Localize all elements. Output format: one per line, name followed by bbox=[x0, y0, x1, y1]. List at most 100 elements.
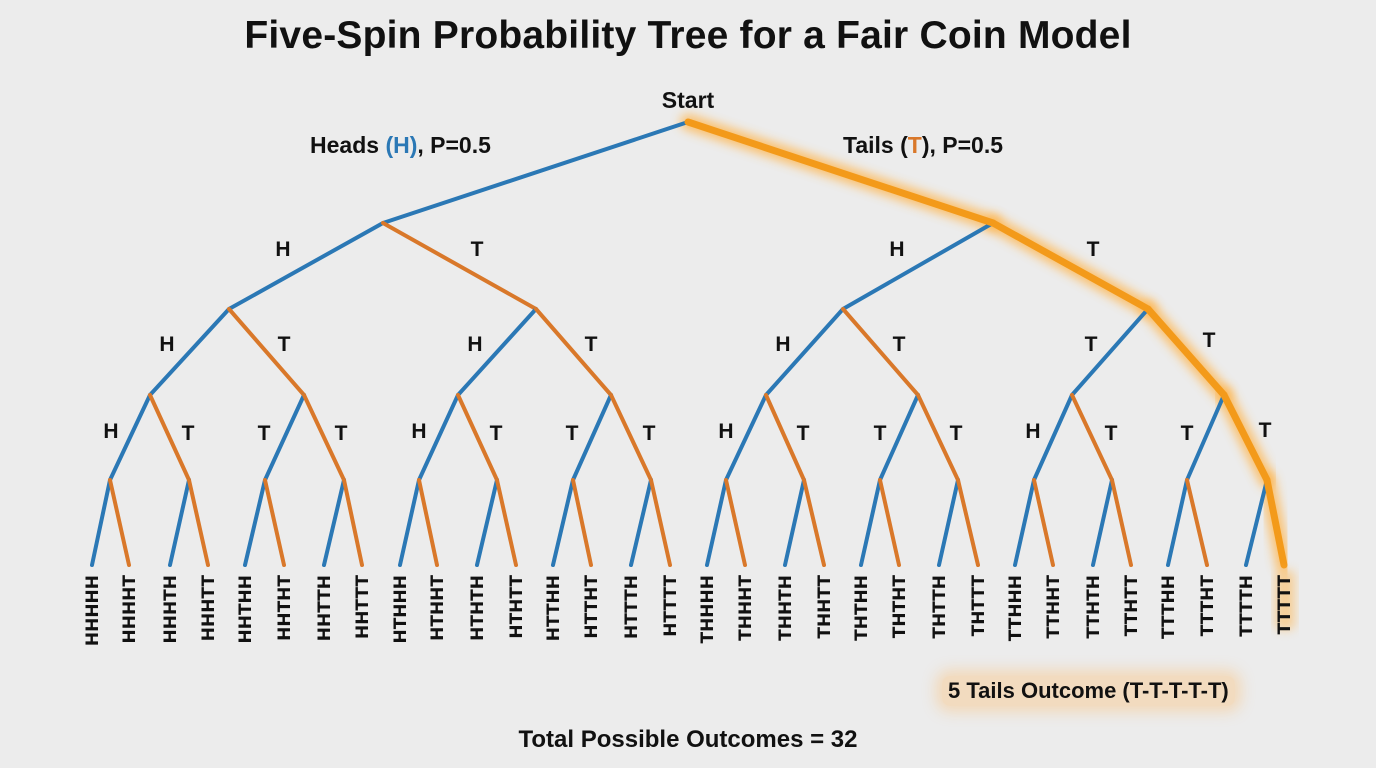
tails-edge bbox=[609, 393, 653, 482]
heads-edge bbox=[1013, 478, 1036, 567]
heads-edge bbox=[878, 393, 920, 482]
outcome-leaf: HHHTH bbox=[161, 575, 181, 644]
outcome-leaf: HHHHH bbox=[83, 575, 103, 646]
heads-edge bbox=[783, 478, 806, 567]
tails-edge bbox=[841, 307, 920, 397]
outcome-leaf: HHHTT bbox=[199, 575, 219, 642]
outcome-leaf: TTHTT bbox=[1122, 575, 1142, 637]
heads-edge bbox=[937, 478, 960, 567]
outcome-leaf: THTTH bbox=[930, 575, 950, 639]
outcome-leaf: THTHT bbox=[890, 575, 910, 639]
outcome-leaf: THTTT bbox=[969, 575, 989, 637]
heads-edge bbox=[1166, 478, 1189, 567]
heads-edge bbox=[381, 120, 690, 225]
tails-edge bbox=[802, 478, 826, 567]
heads-edge bbox=[841, 221, 995, 311]
tails-edge bbox=[571, 478, 593, 567]
tree-edges bbox=[90, 120, 1286, 567]
branch-label: H bbox=[889, 238, 904, 261]
heads-edge bbox=[90, 478, 112, 567]
highlighted-outcome-label: 5 Tails Outcome (T-T-T-T-T) bbox=[942, 676, 1235, 706]
branch-label: T bbox=[874, 422, 887, 445]
tails-edge bbox=[724, 478, 747, 567]
heads-edge bbox=[571, 393, 613, 482]
tails-edge bbox=[417, 478, 439, 567]
tails-edge bbox=[1032, 478, 1055, 567]
outcome-leaf: HTHTT bbox=[507, 575, 527, 639]
outcome-leaf: HHTHT bbox=[275, 575, 295, 641]
branch-label: T bbox=[643, 422, 656, 445]
branch-label: T bbox=[1087, 238, 1100, 261]
outcome-leaf: TTTTT bbox=[1275, 575, 1295, 635]
branch-label: T bbox=[566, 422, 579, 445]
tails-edge bbox=[456, 393, 499, 482]
heads-edge bbox=[1091, 478, 1114, 567]
tails-edge bbox=[878, 478, 901, 567]
outcome-leaf: TTTHT bbox=[1198, 575, 1218, 637]
branch-label: H bbox=[275, 238, 290, 261]
branch-label: H bbox=[1025, 420, 1040, 443]
outcome-leaf: THHTT bbox=[815, 575, 835, 639]
outcome-leaf: THTHH bbox=[852, 575, 872, 641]
heads-edge bbox=[1185, 393, 1226, 482]
outcome-leaf: HTTTT bbox=[661, 575, 681, 637]
branch-label: T bbox=[1085, 333, 1098, 356]
branch-label: T bbox=[950, 422, 963, 445]
branch-label: T bbox=[1181, 422, 1194, 445]
outcome-leaf: HHHHT bbox=[120, 575, 140, 644]
outcome-leaf: TTHHH bbox=[1006, 575, 1026, 641]
diagram-title: Five-Spin Probability Tree for a Fair Co… bbox=[244, 14, 1132, 57]
outcome-leaf: HHTTH bbox=[315, 575, 335, 641]
tails-edge bbox=[381, 221, 538, 311]
heads-edge bbox=[859, 478, 882, 567]
heads-edge bbox=[551, 478, 575, 567]
outcome-labels: HHHHH HHHHT HHHTH HHHTT HHTHH HHTHT HHTTH HHTTT… bbox=[83, 570, 1295, 646]
outcome-leaf: HTHHT bbox=[428, 575, 448, 641]
tails-edge bbox=[302, 393, 346, 482]
root-label: Start bbox=[662, 87, 715, 113]
heads-edge bbox=[1070, 307, 1150, 397]
heads-edge bbox=[227, 221, 385, 311]
heads-symbol: (H) bbox=[385, 132, 417, 158]
heads-edge bbox=[398, 478, 421, 567]
branch-label: H bbox=[103, 420, 118, 443]
outcome-leaf: TTHHT bbox=[1044, 575, 1064, 639]
heads-edge bbox=[764, 307, 845, 397]
outcome-leaf: HHTTT bbox=[353, 575, 373, 639]
heads-edge bbox=[724, 393, 768, 482]
heads-edge bbox=[168, 478, 191, 567]
heads-edge bbox=[322, 478, 346, 567]
tails-edge bbox=[1185, 478, 1209, 567]
heads-edge bbox=[456, 307, 538, 397]
tails-edge bbox=[495, 478, 518, 567]
branch-label: H bbox=[411, 420, 426, 443]
branch-label: T bbox=[893, 333, 906, 356]
branch-label: T bbox=[335, 422, 348, 445]
outcome-leaf: THHHT bbox=[736, 575, 756, 641]
tails-edge bbox=[148, 393, 191, 482]
outcome-leaf: TTTHH bbox=[1159, 575, 1179, 639]
branch-labels: H T H T H T H T H T T T H T T T H T T T H T T T H T T T bbox=[103, 238, 1271, 445]
branch-label: T bbox=[1203, 329, 1216, 352]
tails-edge bbox=[1110, 478, 1133, 567]
outcome-leaf: THHTH bbox=[776, 575, 796, 641]
tails-edge bbox=[263, 478, 286, 567]
tails-edge bbox=[764, 393, 806, 482]
heads-edge bbox=[705, 478, 728, 567]
heads-edge bbox=[1032, 393, 1074, 482]
heads-branch-label: Heads (H), P=0.5 bbox=[310, 132, 491, 158]
tails-edge bbox=[108, 478, 131, 567]
outcome-leaf: HTTHT bbox=[582, 575, 602, 639]
tails-branch-label: Tails (T), P=0.5 bbox=[843, 132, 1003, 158]
outcome-leaf: HTHTH bbox=[468, 575, 488, 641]
outcome-leaf: HHTHH bbox=[236, 575, 256, 644]
outcome-leaf: TTTTH bbox=[1237, 575, 1257, 637]
branch-label: H bbox=[467, 333, 482, 356]
branch-label: T bbox=[182, 422, 195, 445]
outcome-leaf: HTHHH bbox=[391, 575, 411, 644]
tails-edge bbox=[227, 307, 306, 397]
heads-edge bbox=[243, 478, 267, 567]
heads-edge bbox=[417, 393, 460, 482]
branch-label: H bbox=[775, 333, 790, 356]
